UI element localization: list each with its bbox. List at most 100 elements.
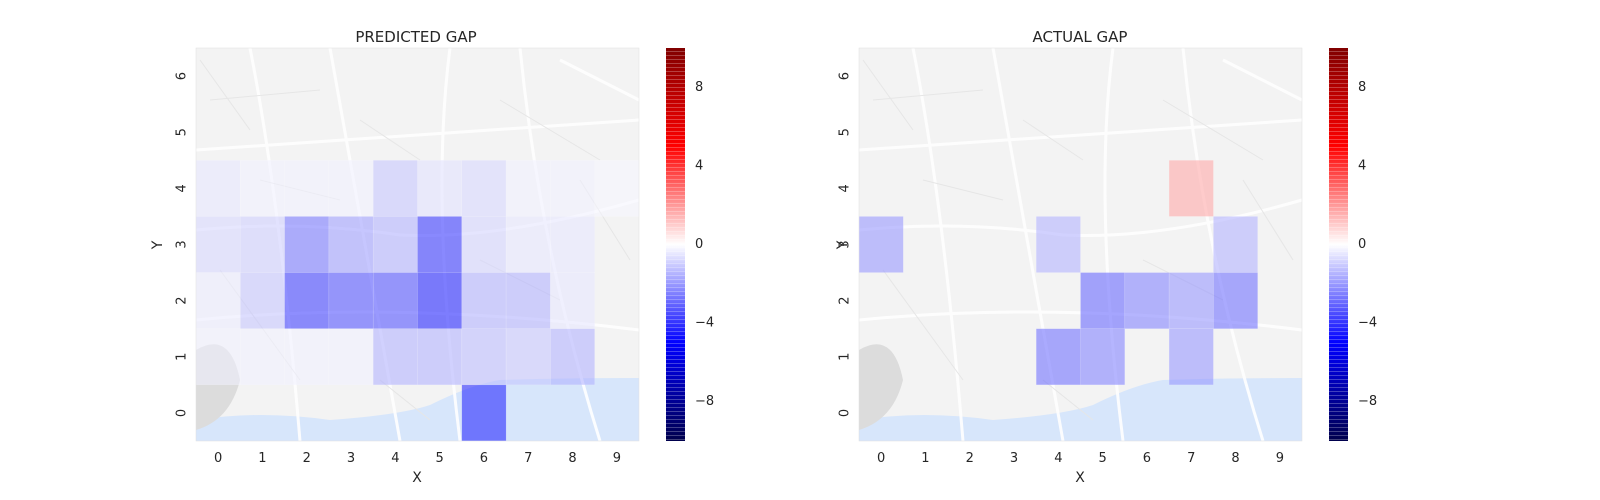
y-tick-label: 2 — [838, 297, 853, 305]
heatmap-cell — [240, 272, 285, 329]
colorbar-stripes — [1329, 48, 1348, 441]
heatmap-cell — [594, 160, 640, 217]
colorbar-tick-label: 4 — [695, 158, 703, 173]
y-tick-label: 5 — [175, 128, 190, 136]
heatmap-cell — [417, 160, 463, 217]
heatmap-cell — [284, 272, 330, 329]
y-axis: 0 1 2 3 4 5 6 Y — [835, 72, 853, 417]
heatmap-cell — [1080, 328, 1126, 386]
heatmap-cell — [372, 272, 418, 329]
colorbar: 8 4 0 −4 −8 — [1329, 48, 1377, 441]
chart-title: PREDICTED GAP — [355, 28, 476, 46]
x-tick-label: 8 — [568, 451, 576, 466]
heatmap-cell — [461, 160, 507, 217]
heatmap-cell — [461, 216, 507, 273]
y-tick-label: 1 — [175, 353, 190, 361]
colorbar-tick-label: −4 — [695, 316, 714, 331]
heatmap-cell — [461, 272, 507, 329]
heatmap-cell — [550, 160, 595, 217]
heatmap-cell — [240, 160, 285, 217]
colorbar-tick-label: −8 — [695, 394, 714, 409]
heatmap-cell — [328, 328, 374, 386]
y-tick-label: 6 — [175, 72, 190, 80]
heatmap-cell — [505, 216, 551, 273]
chart-title: ACTUAL GAP — [1033, 28, 1128, 46]
colorbar-tick-label: 8 — [695, 80, 703, 95]
x-tick-label: 2 — [303, 451, 311, 466]
heatmap-cell — [328, 160, 374, 217]
heatmap-cell — [858, 216, 904, 273]
heatmap-cell — [372, 328, 418, 386]
heatmap-cell — [505, 160, 551, 217]
y-axis-label: Y — [150, 240, 166, 250]
x-axis: 0 1 2 3 4 5 6 7 8 9 X — [214, 451, 621, 486]
y-tick-label: 5 — [838, 128, 853, 136]
y-tick-label: 3 — [175, 240, 190, 248]
heatmap-cell — [1168, 328, 1214, 386]
heatmap-cell — [461, 328, 507, 386]
heatmap-cell — [550, 328, 595, 386]
heatmap-cell — [284, 216, 330, 273]
x-tick-label: 5 — [436, 451, 444, 466]
colorbar-tick-label: 4 — [1358, 158, 1366, 173]
x-tick-label: 3 — [1010, 451, 1018, 466]
colorbar-tick-label: −8 — [1358, 394, 1377, 409]
x-tick-label: 7 — [1187, 451, 1195, 466]
heatmap-cell — [1124, 272, 1170, 329]
y-tick-label: 0 — [175, 409, 190, 417]
heatmap-cell — [1168, 272, 1214, 329]
heatmap-cell — [1035, 216, 1081, 273]
heatmap-cell — [195, 272, 241, 329]
heatmap-cell — [372, 160, 418, 217]
x-tick-label: 4 — [1054, 451, 1062, 466]
x-tick-label: 3 — [347, 451, 355, 466]
x-axis-label: X — [412, 470, 422, 486]
x-tick-label: 5 — [1099, 451, 1107, 466]
x-tick-label: 6 — [1143, 451, 1151, 466]
plot-frame — [195, 47, 640, 442]
y-tick-label: 6 — [838, 72, 853, 80]
heatmap-cell — [550, 272, 595, 329]
y-tick-label: 4 — [175, 184, 190, 192]
x-tick-label: 2 — [966, 451, 974, 466]
x-tick-label: 1 — [921, 451, 929, 466]
heatmap-cell — [195, 216, 241, 273]
heatmap-cell — [1035, 328, 1081, 386]
x-tick-label: 9 — [613, 451, 621, 466]
plot-frame — [858, 47, 1303, 442]
colorbar-tick-label: 0 — [1358, 237, 1366, 252]
x-tick-label: 0 — [877, 451, 885, 466]
map-hill — [859, 344, 903, 430]
heatmap-cell — [1168, 160, 1214, 217]
x-tick-label: 9 — [1276, 451, 1284, 466]
heatmap-cells — [195, 160, 640, 442]
y-tick-label: 0 — [838, 409, 853, 417]
heatmap-cell — [240, 328, 285, 386]
x-tick-label: 7 — [524, 451, 532, 466]
heatmap-cell — [461, 384, 507, 442]
y-axis: 0 1 2 3 4 5 6 Y — [150, 72, 190, 417]
y-tick-label: 1 — [838, 353, 853, 361]
colorbar-tick-label: 8 — [1358, 80, 1366, 95]
heatmap-cell — [284, 160, 330, 217]
y-tick-label: 2 — [175, 297, 190, 305]
heatmap-cell — [1213, 216, 1258, 273]
heatmap-cell — [328, 272, 374, 329]
x-tick-label: 4 — [391, 451, 399, 466]
heatmap-cell — [550, 216, 595, 273]
colorbar: 8 4 0 −4 −8 — [666, 48, 714, 441]
heatmap-panel-actual: ACTUAL GAP 0 1 2 3 4 5 6 7 — [835, 28, 1377, 486]
heatmap-cell — [505, 328, 551, 386]
x-tick-label: 6 — [480, 451, 488, 466]
heatmap-cell — [284, 328, 330, 386]
colorbar-stripes — [666, 48, 685, 441]
heatmap-cell — [195, 160, 241, 217]
heatmap-cell — [417, 328, 463, 386]
colorbar-tick-label: −4 — [1358, 316, 1377, 331]
heatmap-panel-predicted: PREDICTED GAP 0 1 2 3 4 — [150, 28, 714, 486]
heatmap-cell — [195, 328, 241, 386]
x-axis: 0 1 2 3 4 5 6 7 8 9 X — [877, 451, 1284, 486]
map-streets — [862, 59, 1294, 421]
heatmap-cell — [372, 216, 418, 273]
